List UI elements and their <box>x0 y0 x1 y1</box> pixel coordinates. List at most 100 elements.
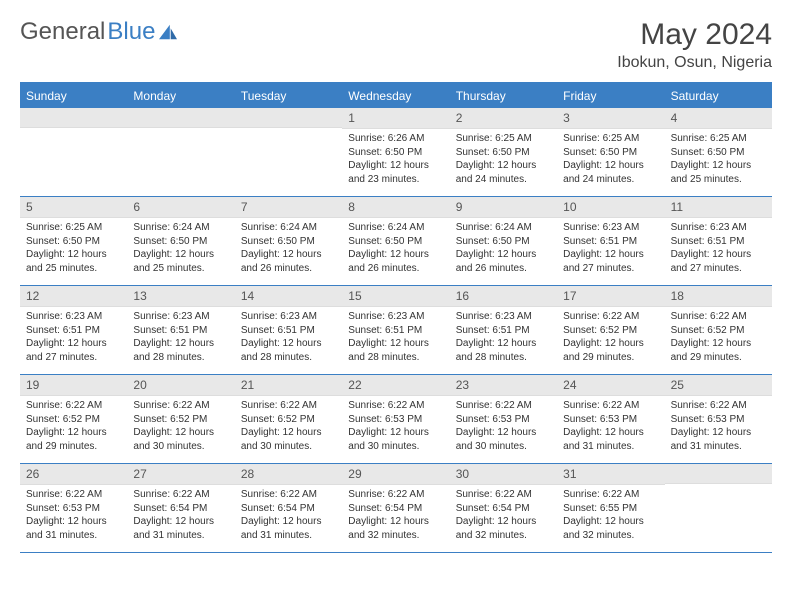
dow-friday: Friday <box>557 84 664 108</box>
day-number: 29 <box>342 464 449 485</box>
sunrise-text: Sunrise: 6:22 AM <box>456 488 551 502</box>
sunrise-text: Sunrise: 6:26 AM <box>348 132 443 146</box>
sunset-text: Sunset: 6:53 PM <box>671 413 766 427</box>
sunrise-text: Sunrise: 6:22 AM <box>456 399 551 413</box>
day-body: Sunrise: 6:23 AMSunset: 6:51 PMDaylight:… <box>342 307 449 368</box>
day-number: 28 <box>235 464 342 485</box>
sunset-text: Sunset: 6:54 PM <box>133 502 228 516</box>
day-cell: 19Sunrise: 6:22 AMSunset: 6:52 PMDayligh… <box>20 375 127 463</box>
weeks-container: 1Sunrise: 6:26 AMSunset: 6:50 PMDaylight… <box>20 108 772 553</box>
day-number: 10 <box>557 197 664 218</box>
sunrise-text: Sunrise: 6:25 AM <box>456 132 551 146</box>
sunset-text: Sunset: 6:50 PM <box>671 146 766 160</box>
sunrise-text: Sunrise: 6:23 AM <box>671 221 766 235</box>
day-number <box>665 464 772 484</box>
sunset-text: Sunset: 6:51 PM <box>348 324 443 338</box>
daylight-text: Daylight: 12 hours and 24 minutes. <box>563 159 658 186</box>
day-number: 19 <box>20 375 127 396</box>
day-cell: 5Sunrise: 6:25 AMSunset: 6:50 PMDaylight… <box>20 197 127 285</box>
calendar: Sunday Monday Tuesday Wednesday Thursday… <box>20 82 772 553</box>
day-body: Sunrise: 6:23 AMSunset: 6:51 PMDaylight:… <box>235 307 342 368</box>
day-body: Sunrise: 6:26 AMSunset: 6:50 PMDaylight:… <box>342 129 449 190</box>
sunset-text: Sunset: 6:52 PM <box>133 413 228 427</box>
day-cell: 21Sunrise: 6:22 AMSunset: 6:52 PMDayligh… <box>235 375 342 463</box>
daylight-text: Daylight: 12 hours and 27 minutes. <box>671 248 766 275</box>
day-cell: 16Sunrise: 6:23 AMSunset: 6:51 PMDayligh… <box>450 286 557 374</box>
sunrise-text: Sunrise: 6:22 AM <box>563 399 658 413</box>
day-body: Sunrise: 6:22 AMSunset: 6:53 PMDaylight:… <box>665 396 772 457</box>
dow-sunday: Sunday <box>20 84 127 108</box>
day-cell: 15Sunrise: 6:23 AMSunset: 6:51 PMDayligh… <box>342 286 449 374</box>
daylight-text: Daylight: 12 hours and 31 minutes. <box>26 515 121 542</box>
day-number: 14 <box>235 286 342 307</box>
daylight-text: Daylight: 12 hours and 30 minutes. <box>348 426 443 453</box>
daylight-text: Daylight: 12 hours and 25 minutes. <box>671 159 766 186</box>
title-block: May 2024 Ibokun, Osun, Nigeria <box>617 18 772 72</box>
week-row: 1Sunrise: 6:26 AMSunset: 6:50 PMDaylight… <box>20 108 772 197</box>
day-number: 4 <box>665 108 772 129</box>
day-number: 17 <box>557 286 664 307</box>
day-body: Sunrise: 6:23 AMSunset: 6:51 PMDaylight:… <box>127 307 234 368</box>
daylight-text: Daylight: 12 hours and 31 minutes. <box>563 426 658 453</box>
brand-name-2: Blue <box>107 18 155 46</box>
sunrise-text: Sunrise: 6:23 AM <box>26 310 121 324</box>
day-cell: 29Sunrise: 6:22 AMSunset: 6:54 PMDayligh… <box>342 464 449 552</box>
sunset-text: Sunset: 6:53 PM <box>348 413 443 427</box>
day-body: Sunrise: 6:24 AMSunset: 6:50 PMDaylight:… <box>127 218 234 279</box>
sunrise-text: Sunrise: 6:22 AM <box>241 399 336 413</box>
daylight-text: Daylight: 12 hours and 31 minutes. <box>241 515 336 542</box>
day-cell <box>235 108 342 196</box>
day-body: Sunrise: 6:22 AMSunset: 6:54 PMDaylight:… <box>342 485 449 546</box>
daylight-text: Daylight: 12 hours and 29 minutes. <box>563 337 658 364</box>
day-cell <box>127 108 234 196</box>
day-body: Sunrise: 6:22 AMSunset: 6:53 PMDaylight:… <box>450 396 557 457</box>
sunset-text: Sunset: 6:53 PM <box>456 413 551 427</box>
day-cell: 27Sunrise: 6:22 AMSunset: 6:54 PMDayligh… <box>127 464 234 552</box>
day-body: Sunrise: 6:24 AMSunset: 6:50 PMDaylight:… <box>342 218 449 279</box>
daylight-text: Daylight: 12 hours and 32 minutes. <box>563 515 658 542</box>
day-body: Sunrise: 6:22 AMSunset: 6:53 PMDaylight:… <box>20 485 127 546</box>
sunrise-text: Sunrise: 6:24 AM <box>133 221 228 235</box>
dow-thursday: Thursday <box>450 84 557 108</box>
day-number <box>127 108 234 128</box>
day-cell: 9Sunrise: 6:24 AMSunset: 6:50 PMDaylight… <box>450 197 557 285</box>
day-body: Sunrise: 6:22 AMSunset: 6:53 PMDaylight:… <box>342 396 449 457</box>
day-cell: 17Sunrise: 6:22 AMSunset: 6:52 PMDayligh… <box>557 286 664 374</box>
sunrise-text: Sunrise: 6:22 AM <box>348 488 443 502</box>
day-body: Sunrise: 6:25 AMSunset: 6:50 PMDaylight:… <box>450 129 557 190</box>
day-number: 2 <box>450 108 557 129</box>
daylight-text: Daylight: 12 hours and 26 minutes. <box>348 248 443 275</box>
daylight-text: Daylight: 12 hours and 28 minutes. <box>348 337 443 364</box>
day-cell: 12Sunrise: 6:23 AMSunset: 6:51 PMDayligh… <box>20 286 127 374</box>
day-cell: 8Sunrise: 6:24 AMSunset: 6:50 PMDaylight… <box>342 197 449 285</box>
sunset-text: Sunset: 6:53 PM <box>26 502 121 516</box>
day-body: Sunrise: 6:22 AMSunset: 6:53 PMDaylight:… <box>557 396 664 457</box>
sunrise-text: Sunrise: 6:23 AM <box>133 310 228 324</box>
day-cell: 28Sunrise: 6:22 AMSunset: 6:54 PMDayligh… <box>235 464 342 552</box>
sail-icon <box>157 23 179 41</box>
sunrise-text: Sunrise: 6:22 AM <box>348 399 443 413</box>
day-body: Sunrise: 6:22 AMSunset: 6:52 PMDaylight:… <box>557 307 664 368</box>
day-cell: 14Sunrise: 6:23 AMSunset: 6:51 PMDayligh… <box>235 286 342 374</box>
day-cell <box>20 108 127 196</box>
sunrise-text: Sunrise: 6:25 AM <box>671 132 766 146</box>
day-cell: 20Sunrise: 6:22 AMSunset: 6:52 PMDayligh… <box>127 375 234 463</box>
day-number: 12 <box>20 286 127 307</box>
day-number <box>235 108 342 128</box>
day-cell: 26Sunrise: 6:22 AMSunset: 6:53 PMDayligh… <box>20 464 127 552</box>
sunset-text: Sunset: 6:55 PM <box>563 502 658 516</box>
day-body: Sunrise: 6:25 AMSunset: 6:50 PMDaylight:… <box>665 129 772 190</box>
day-number: 15 <box>342 286 449 307</box>
week-row: 5Sunrise: 6:25 AMSunset: 6:50 PMDaylight… <box>20 197 772 286</box>
sunset-text: Sunset: 6:50 PM <box>133 235 228 249</box>
sunset-text: Sunset: 6:52 PM <box>563 324 658 338</box>
day-cell: 6Sunrise: 6:24 AMSunset: 6:50 PMDaylight… <box>127 197 234 285</box>
day-body: Sunrise: 6:22 AMSunset: 6:54 PMDaylight:… <box>235 485 342 546</box>
sunrise-text: Sunrise: 6:22 AM <box>563 488 658 502</box>
sunset-text: Sunset: 6:51 PM <box>671 235 766 249</box>
day-body: Sunrise: 6:23 AMSunset: 6:51 PMDaylight:… <box>20 307 127 368</box>
day-cell: 22Sunrise: 6:22 AMSunset: 6:53 PMDayligh… <box>342 375 449 463</box>
day-number: 1 <box>342 108 449 129</box>
day-cell <box>665 464 772 552</box>
brand-logo: GeneralBlue <box>20 18 179 46</box>
